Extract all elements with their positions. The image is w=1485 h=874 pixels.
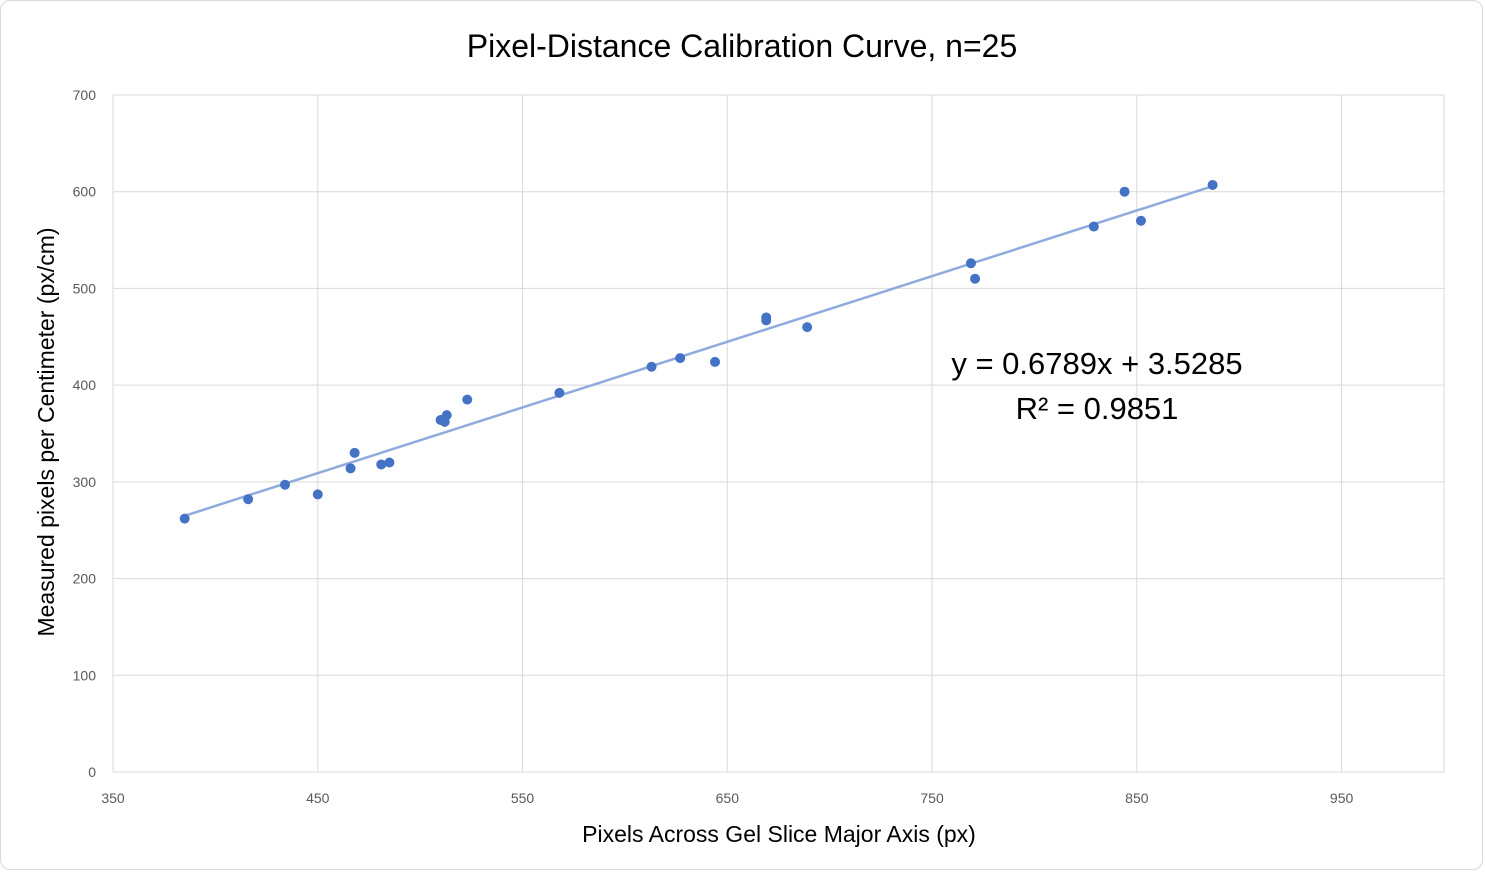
data-point [243, 494, 254, 505]
data-point [1088, 221, 1099, 232]
x-tick-labels: 350 450 550 650 750 850 950 [101, 790, 1353, 806]
data-point [376, 459, 387, 470]
y-tick-label: 200 [73, 571, 97, 587]
y-tick-label: 700 [73, 87, 97, 103]
data-point [349, 447, 360, 458]
x-tick-label: 750 [920, 790, 944, 806]
x-tick-label: 550 [511, 790, 535, 806]
x-tick-label: 350 [101, 790, 125, 806]
data-point [1119, 186, 1130, 197]
r-squared-label: R² = 0.9851 [1016, 391, 1179, 426]
x-tick-label: 650 [716, 790, 740, 806]
y-axis-label: Measured pixels per Centimeter (px/cm) [33, 227, 59, 636]
trendline-equation: y = 0.6789x + 3.5285 [951, 346, 1242, 381]
y-tick-label: 400 [73, 377, 97, 393]
chart-title: Pixel-Distance Calibration Curve, n=25 [467, 28, 1017, 64]
data-point [1135, 215, 1146, 226]
data-point [675, 353, 686, 364]
y-tick-label: 600 [73, 184, 97, 200]
data-point [646, 361, 657, 372]
y-tick-labels: 0 100 200 300 400 500 600 700 [73, 87, 97, 780]
data-point [554, 387, 565, 398]
gridlines [112, 94, 1445, 773]
data-point [179, 513, 190, 524]
y-tick-label: 500 [73, 280, 97, 296]
y-tick-label: 300 [73, 474, 97, 490]
x-axis-label: Pixels Across Gel Slice Major Axis (px) [582, 821, 976, 847]
data-point [280, 479, 291, 490]
data-points [179, 179, 1218, 524]
data-point [462, 394, 473, 405]
data-point [345, 463, 356, 474]
data-point [802, 322, 813, 333]
data-point [312, 489, 323, 500]
y-tick-label: 0 [88, 764, 96, 780]
data-point [1207, 179, 1218, 190]
y-tick-label: 100 [73, 667, 97, 683]
data-point [761, 315, 772, 326]
data-point [965, 258, 976, 269]
data-point [384, 457, 395, 468]
data-point [441, 410, 452, 421]
data-point [970, 273, 981, 284]
linear-trendline [184, 184, 1213, 517]
x-tick-label: 950 [1330, 790, 1354, 806]
data-point [710, 356, 721, 367]
x-tick-label: 850 [1125, 790, 1149, 806]
x-tick-label: 450 [306, 790, 330, 806]
